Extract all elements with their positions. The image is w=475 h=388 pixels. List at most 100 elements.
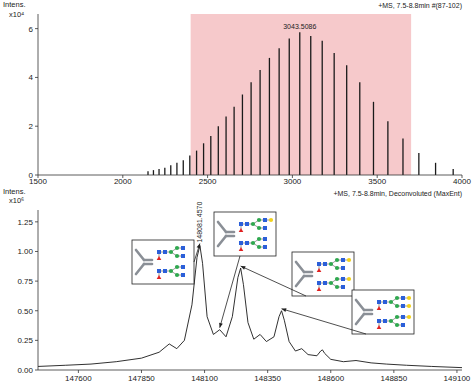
glcnac	[401, 315, 405, 319]
y-label: Intens.	[3, 187, 26, 196]
glcnac	[341, 266, 345, 270]
glycan-icon	[157, 265, 185, 279]
fucose	[157, 275, 162, 279]
x-tick	[204, 370, 205, 373]
mannose	[251, 222, 255, 226]
x-tick	[78, 370, 79, 373]
y-tick-label: 0.50	[17, 307, 33, 316]
mannose	[335, 258, 339, 262]
antibody-icon	[304, 275, 312, 278]
fucose	[157, 256, 162, 260]
x-tick	[267, 370, 268, 373]
box	[352, 290, 414, 334]
peak	[435, 163, 436, 175]
title: +MS, 7.5-8.8min, Deconvoluted (MaxEnt)	[333, 190, 462, 198]
mannose	[257, 226, 261, 230]
x-tick-label: 148350	[254, 374, 281, 383]
glcnac	[263, 218, 267, 222]
fucose	[317, 287, 322, 291]
glcnac	[181, 273, 185, 277]
y-tick	[35, 281, 38, 282]
galactose	[347, 258, 351, 262]
plot-area	[38, 246, 462, 368]
mannose	[175, 265, 179, 269]
peak	[310, 36, 311, 175]
glcnac	[239, 222, 243, 226]
box	[132, 240, 194, 284]
antibody-icon	[218, 236, 226, 246]
box	[292, 252, 354, 296]
arrow	[241, 266, 306, 296]
chart-panel: 1500200025003000350040000246Intens.x10⁴+…	[3, 0, 471, 186]
glcnac	[341, 285, 345, 289]
peak	[242, 95, 243, 176]
peak	[203, 143, 204, 175]
antibody-icon	[356, 300, 364, 310]
antibody-icon	[296, 262, 304, 272]
y-tick-label: 0.75	[17, 277, 33, 286]
y-label: Intens.	[3, 0, 26, 9]
arrow	[220, 256, 240, 328]
galactose	[407, 296, 411, 300]
y-tick	[35, 77, 38, 78]
glycan-icon	[239, 218, 273, 232]
y-tick-label: 0	[29, 171, 34, 180]
mannose	[329, 281, 333, 285]
mannose	[175, 273, 179, 277]
antibody-icon	[364, 313, 372, 316]
x-tick-label: 2500	[199, 177, 217, 186]
arrow	[282, 309, 366, 334]
mannose	[389, 319, 393, 323]
x-tick-label: 147600	[65, 374, 92, 383]
mannose	[251, 241, 255, 245]
glcnac	[401, 296, 405, 300]
antibody-icon	[144, 263, 152, 266]
x-axis	[38, 370, 462, 371]
y-tick	[35, 221, 38, 222]
glycan-icon	[239, 237, 267, 251]
peak	[402, 138, 403, 175]
peak	[196, 151, 197, 175]
glcnac	[377, 319, 381, 323]
fucose	[239, 247, 244, 251]
peak-label: 3043.5086	[283, 23, 316, 30]
peak	[183, 160, 184, 175]
y-tick	[35, 370, 38, 371]
y-tick-label: 6	[29, 25, 34, 34]
peak	[176, 163, 177, 175]
antibody-icon	[364, 309, 372, 312]
figure: 1500200025003000350040000246Intens.x10⁴+…	[0, 0, 475, 388]
peak	[418, 153, 419, 175]
antibody-icon	[136, 264, 144, 274]
x-tick	[141, 370, 142, 373]
peak	[210, 136, 211, 175]
peak	[387, 121, 388, 175]
x-tick-label: 148850	[381, 374, 408, 383]
antibody-icon	[218, 222, 226, 232]
peak	[278, 48, 279, 175]
peak	[147, 171, 148, 175]
glcnac	[383, 319, 387, 323]
arrow-head	[282, 308, 287, 312]
peak	[453, 169, 454, 175]
y-tick-label: 1.00	[17, 247, 33, 256]
glcnac	[341, 277, 345, 281]
plot-area	[148, 14, 453, 175]
fucose	[377, 306, 382, 310]
antibody-icon	[144, 259, 152, 262]
peak	[153, 170, 154, 175]
mannose	[257, 218, 261, 222]
x-tick-label: 3000	[284, 177, 302, 186]
glcnac	[401, 323, 405, 327]
peak	[158, 169, 159, 175]
antibody-icon	[226, 235, 234, 238]
arrow-head	[197, 244, 201, 249]
mannose	[329, 262, 333, 266]
glcnac	[323, 262, 327, 266]
glcnac	[181, 265, 185, 269]
x-tick-label: 149100	[444, 374, 471, 383]
glycoform-annotations	[132, 212, 414, 334]
glcnac	[263, 237, 267, 241]
glycan-icon	[377, 296, 411, 310]
x-tick-label: 147850	[128, 374, 155, 383]
